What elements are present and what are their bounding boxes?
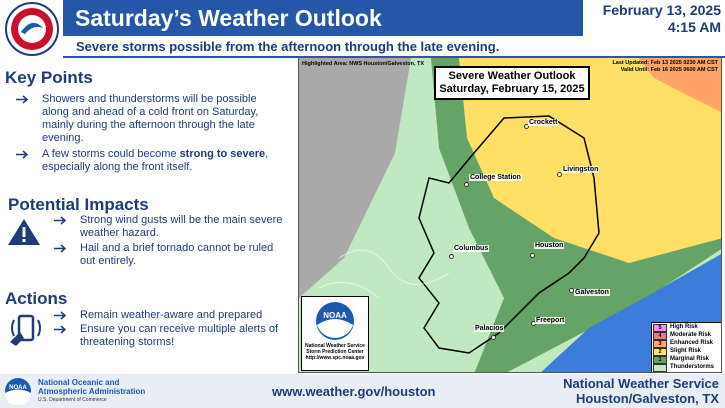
legend-row: 2 Slight Risk [653, 348, 721, 356]
text: Ensure you can receive multiple alerts o… [80, 323, 279, 348]
impact: Strong wind gusts will be the main sever… [54, 214, 290, 240]
legend-label: High Risk [670, 324, 698, 331]
legend-swatch [653, 364, 667, 372]
city: Houston [534, 242, 565, 249]
map-shapes [299, 58, 721, 372]
city-dot [569, 288, 574, 293]
legend-swatch: 5 [653, 324, 667, 332]
agency: National Oceanic and Atmospheric Adminis… [38, 378, 145, 405]
noaa-footer-logo-text: NOAA [9, 385, 27, 391]
arrow [16, 150, 29, 159]
title: Saturday’s Weather Outlook [75, 5, 382, 31]
agency-line: Atmospheric Administration [38, 387, 146, 396]
subtitle-bar: Severe storms possible from the afternoo… [63, 37, 725, 58]
city-dot [464, 182, 469, 187]
city-dot [449, 254, 454, 259]
legend-level: 5 [658, 325, 662, 331]
key-points-heading: Key Points [5, 68, 93, 87]
time: 4:15 AM [667, 19, 721, 35]
text: Showers and thunderstorms will be possib… [42, 93, 259, 144]
valid-until: Valid Until: Feb 16 2025 0600 AM CST [620, 67, 718, 73]
city: Columbus [453, 245, 490, 252]
office-location: Houston/Galveston, TX [575, 391, 719, 406]
office-name: National Weather Service [563, 376, 719, 391]
action: Ensure you can receive multiple alerts o… [54, 323, 290, 349]
city: Freeport [535, 317, 566, 324]
nws-logo [5, 2, 59, 56]
map-title-box: Severe Weather Outlook Saturday, Februar… [434, 66, 590, 100]
map: Highlighted Area: NWS Houston/Galveston,… [298, 57, 722, 373]
city: Palacios [474, 325, 505, 332]
city: Livingston [562, 166, 600, 173]
actions-heading: Actions [5, 289, 68, 308]
last-updated: Last Updated: Feb 13 2025 0230 AM CST [612, 60, 718, 66]
map-subtitle: Saturday, February 15, 2025 [439, 83, 585, 95]
text: , especially along the front itself. [42, 148, 269, 173]
key-point: Showers and thunderstorms will be possib… [16, 93, 282, 145]
legend-level: 2 [658, 349, 662, 355]
city-dot [524, 124, 529, 129]
legend-swatch: 3 [653, 340, 667, 348]
url: www.weather.gov/houston [272, 384, 436, 399]
arrow [16, 95, 29, 104]
office: National Weather Service Houston/Galvest… [563, 376, 719, 406]
impacts-heading: Potential Impacts [8, 195, 149, 214]
city-dot [530, 253, 535, 258]
emphasis: strong to severe [179, 148, 266, 160]
legend-row: Thunderstorms [653, 364, 721, 372]
text: Hail and a brief tornado cannot be ruled… [80, 242, 274, 267]
impact: Hail and a brief tornado cannot be ruled… [54, 242, 290, 268]
text: A few storms could become [42, 148, 180, 160]
key-point: A few storms could become strong to seve… [16, 148, 287, 174]
text: Strong wind gusts will be the main sever… [80, 214, 283, 239]
legend-row: 1 Marginal Risk [653, 356, 721, 364]
city: College Station [469, 174, 522, 181]
legend-row: 5 High Risk [653, 324, 721, 332]
agency-line: National Oceanic and [38, 378, 120, 387]
map-dates: Last Updated: Feb 13 2025 0230 AM CST Va… [612, 60, 718, 74]
noaa-logo: NOAA [316, 302, 354, 340]
city: Galveston [574, 289, 610, 296]
department: U.S. Department of Commerce [38, 397, 107, 403]
city: Crockett [528, 119, 559, 126]
warning-icon [8, 219, 40, 245]
caption-line: National Weather Service [305, 343, 365, 349]
phone-icon [10, 314, 41, 346]
arrow [54, 244, 67, 253]
footer: NOAA National Oceanic and Atmospheric Ad… [0, 374, 725, 408]
noaa-footer-logo: NOAA [5, 378, 31, 405]
date: February 13, 2025 [602, 2, 721, 18]
text: Remain weather-aware and prepared [80, 309, 263, 321]
subtitle: Severe storms possible from the afternoo… [76, 39, 500, 54]
title-bar: Saturday’s Weather Outlook [63, 0, 583, 36]
legend-swatch: 4 [653, 332, 667, 340]
legend-level: 1 [658, 357, 662, 363]
caption-line: Storm Prediction Center [306, 349, 364, 355]
noaa-logo-text: NOAA [323, 311, 347, 320]
caption-line: http://www.spc.noaa.gov [305, 355, 365, 361]
arrow [54, 325, 67, 334]
legend-label: Thunderstorms [670, 364, 715, 371]
legend-label: Marginal Risk [670, 356, 710, 363]
legend-label: Slight Risk [670, 348, 702, 355]
highlighted-area: Highlighted Area: NWS Houston/Galveston,… [302, 61, 425, 67]
legend-swatch: 2 [653, 348, 667, 356]
date-box: February 13, 2025 4:15 AM [585, 2, 721, 36]
legend: 5 High Risk 4 Moderate Risk 3 Enhanced Risk 2 S… [651, 322, 721, 372]
arrow [54, 311, 67, 320]
legend-level: 4 [658, 333, 662, 339]
legend-swatch: 1 [653, 356, 667, 364]
legend-level: 3 [658, 341, 662, 347]
arrow [54, 216, 67, 225]
city-dot [491, 335, 496, 340]
legend-label: Moderate Risk [670, 332, 712, 339]
map-title: Severe Weather Outlook [448, 70, 576, 82]
action: Remain weather-aware and prepared [54, 309, 290, 322]
legend-label: Enhanced Risk [670, 340, 714, 347]
legend-row: 4 Moderate Risk [653, 332, 721, 340]
spc-box: NOAA National Weather Service Storm Pred… [301, 296, 369, 371]
legend-row: 3 Enhanced Risk [653, 340, 721, 348]
city-dot [557, 172, 562, 177]
